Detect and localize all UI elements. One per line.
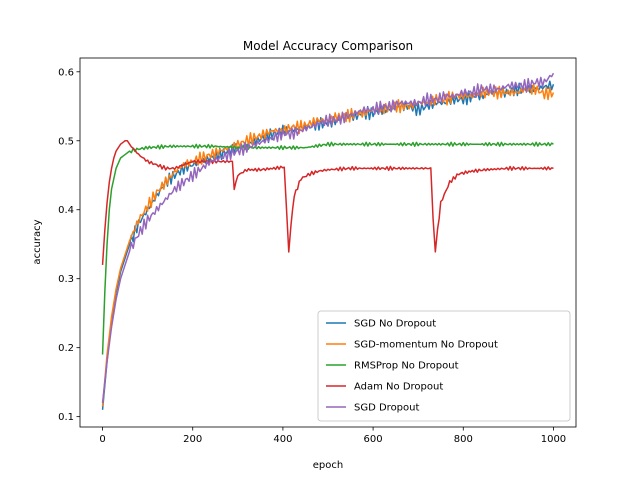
plot-frame <box>79 57 577 428</box>
x-tick-label: 0 <box>99 434 105 445</box>
x-tick-label: 800 <box>454 434 473 445</box>
legend: SGD No Dropout SGD-momentum No Dropout RMS… <box>317 310 571 422</box>
x-axis-label: epoch <box>313 460 343 471</box>
y-tick-label: 0.3 <box>58 274 74 285</box>
legend-entry: SGD Dropout <box>354 403 419 414</box>
y-tick-label: 0.5 <box>58 136 74 147</box>
plot-area <box>101 72 555 410</box>
y-tick-label: 0.2 <box>58 343 74 354</box>
legend-entry: SGD No Dropout <box>354 319 436 330</box>
legend-entry: SGD-momentum No Dropout <box>354 340 498 351</box>
x-tick-label: 200 <box>183 434 202 445</box>
legend-box <box>317 310 571 422</box>
x-tick-label: 400 <box>273 434 292 445</box>
y-tick-label: 0.6 <box>58 67 74 78</box>
legend-entry: RMSProp No Dropout <box>354 361 459 372</box>
series-line-4 <box>101 140 554 265</box>
y-tick-label: 0.1 <box>58 412 74 423</box>
x-tick-label: 600 <box>364 434 383 445</box>
series-line-3 <box>101 141 554 355</box>
axes: 0 200 400 600 800 1000 0.1 0.2 0.3 0.4 0.5 0.6 <box>58 57 577 445</box>
y-tick-label: 0.4 <box>58 205 74 216</box>
legend-entry: Adam No Dropout <box>354 382 443 393</box>
series-line-5 <box>101 72 555 403</box>
chart-title: Model Accuracy Comparison <box>243 39 413 53</box>
y-axis-label: accuracy <box>32 219 43 264</box>
x-tick-label: 1000 <box>541 434 566 445</box>
